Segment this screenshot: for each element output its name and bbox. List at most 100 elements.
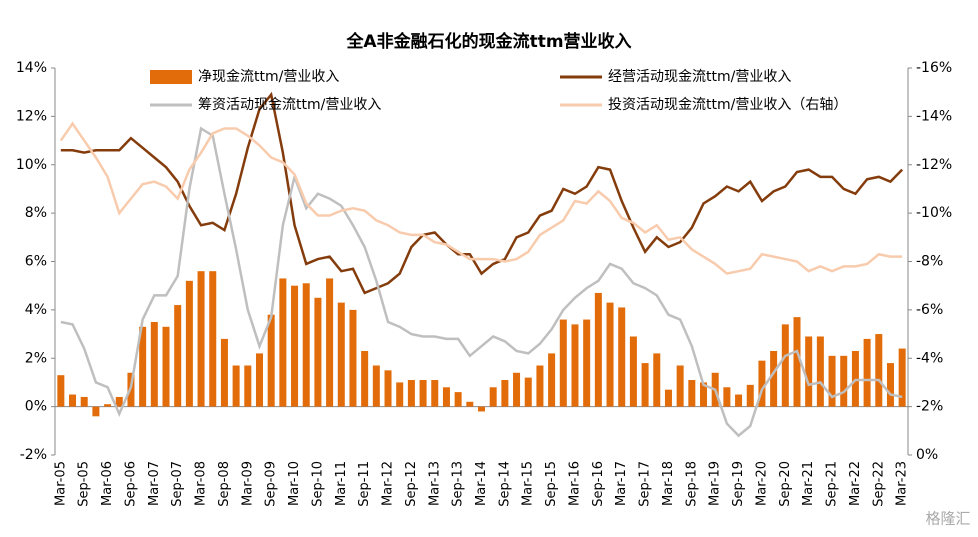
- bar: [898, 348, 906, 407]
- bar: [115, 396, 123, 407]
- bar: [302, 283, 310, 407]
- bar: [758, 360, 766, 407]
- x-tick-label: Sep-13: [451, 461, 466, 507]
- bar: [840, 355, 848, 407]
- bar: [454, 392, 462, 407]
- bar: [326, 278, 334, 407]
- line: [60, 126, 903, 438]
- bar: [466, 401, 474, 407]
- x-tick-label: Sep-16: [591, 461, 606, 507]
- bar: [80, 396, 88, 407]
- bar: [583, 319, 591, 407]
- bar: [419, 380, 427, 407]
- y-tick-label: 12%: [16, 108, 47, 124]
- bar: [513, 372, 521, 407]
- x-tick-label: Sep-12: [404, 461, 419, 507]
- bar: [700, 382, 708, 407]
- x-tick-label: Mar-22: [848, 461, 863, 506]
- y2-tick-label: -16%: [916, 60, 952, 76]
- bar: [664, 389, 672, 407]
- bar: [267, 314, 275, 407]
- x-tick-label: Mar-16: [567, 461, 582, 506]
- y-tick-label: 8%: [25, 205, 47, 221]
- x-tick-label: Mar-14: [474, 461, 489, 506]
- bar: [886, 363, 894, 407]
- bar: [361, 350, 369, 407]
- x-tick-label: Sep-15: [544, 461, 559, 507]
- bar: [197, 271, 205, 407]
- bar: [816, 336, 824, 407]
- bar: [548, 353, 556, 407]
- bar: [92, 406, 100, 417]
- y2-tick-label: -10%: [916, 205, 952, 221]
- x-tick-label: Sep-08: [217, 461, 232, 507]
- bar: [57, 375, 65, 407]
- bar: [255, 353, 263, 407]
- bar: [174, 305, 182, 407]
- y-tick-label: 0%: [25, 399, 47, 415]
- x-tick-label: Sep-21: [825, 461, 840, 507]
- x-tick-label: Sep-18: [684, 461, 699, 507]
- x-tick-label: Mar-10: [287, 461, 302, 506]
- y-tick-label: 6%: [25, 254, 47, 270]
- bar: [536, 365, 544, 407]
- x-tick-label: Sep-05: [77, 461, 92, 507]
- x-tick-label: Mar-05: [53, 461, 68, 506]
- bar: [688, 380, 696, 407]
- bar: [594, 292, 602, 407]
- bar: [781, 324, 789, 407]
- x-tick-label: Mar-12: [381, 461, 396, 506]
- chart-title: 全A非金融石化的现金流ttm营业收入: [345, 31, 631, 52]
- bar: [372, 365, 380, 407]
- legend-label: 筹资活动现金流ttm/营业收入: [198, 96, 381, 113]
- x-tick-label: Mar-17: [614, 461, 629, 506]
- line: [59, 121, 903, 275]
- bar: [279, 278, 287, 407]
- bar: [723, 387, 731, 407]
- x-tick-label: Mar-18: [661, 461, 676, 506]
- y2-tick-label: -14%: [916, 108, 952, 124]
- x-tick-label: Sep-14: [497, 461, 512, 507]
- bar: [828, 355, 836, 407]
- bar: [489, 387, 497, 407]
- bar: [244, 365, 252, 407]
- legend-label: 经营活动现金流ttm/营业收入: [608, 69, 791, 85]
- bar: [770, 350, 778, 407]
- bar: [104, 404, 112, 407]
- x-tick-label: Mar-20: [754, 461, 769, 506]
- bar: [641, 363, 649, 407]
- bar: [477, 406, 486, 412]
- y-tick-label: -2%: [20, 447, 47, 463]
- legend-swatch: [150, 70, 192, 84]
- y-tick-label: 10%: [16, 157, 47, 173]
- bar: [185, 280, 193, 407]
- bar: [735, 394, 743, 407]
- x-tick-label: Mar-19: [708, 461, 723, 506]
- bar: [629, 336, 637, 407]
- y2-tick-label: -2%: [916, 399, 943, 415]
- bar: [291, 285, 299, 407]
- y2-tick-label: -8%: [916, 254, 943, 270]
- x-tick-label: Sep-10: [310, 461, 325, 507]
- x-tick-label: Mar-11: [334, 461, 349, 506]
- x-tick-label: Sep-22: [871, 461, 886, 507]
- bar: [232, 365, 240, 407]
- x-tick-label: Sep-11: [357, 461, 372, 507]
- x-tick-label: Mar-08: [194, 461, 209, 506]
- x-tick-label: Mar-21: [801, 461, 816, 506]
- bar: [69, 394, 77, 407]
- bar: [162, 326, 170, 407]
- x-tick-label: Mar-07: [147, 461, 162, 506]
- y2-tick-label: 0%: [916, 447, 938, 463]
- bar: [384, 370, 392, 407]
- bar: [209, 271, 217, 407]
- x-tick-label: Sep-19: [731, 461, 746, 507]
- y-tick-label: 14%: [16, 60, 47, 76]
- y2-tick-label: -6%: [916, 302, 943, 318]
- x-tick-label: Sep-07: [170, 461, 185, 507]
- legend-label: 投资活动现金流ttm/营业收入（右轴）: [608, 97, 847, 113]
- x-tick-label: Sep-09: [264, 461, 279, 507]
- bar: [618, 307, 626, 407]
- x-tick-label: Sep-06: [123, 461, 138, 507]
